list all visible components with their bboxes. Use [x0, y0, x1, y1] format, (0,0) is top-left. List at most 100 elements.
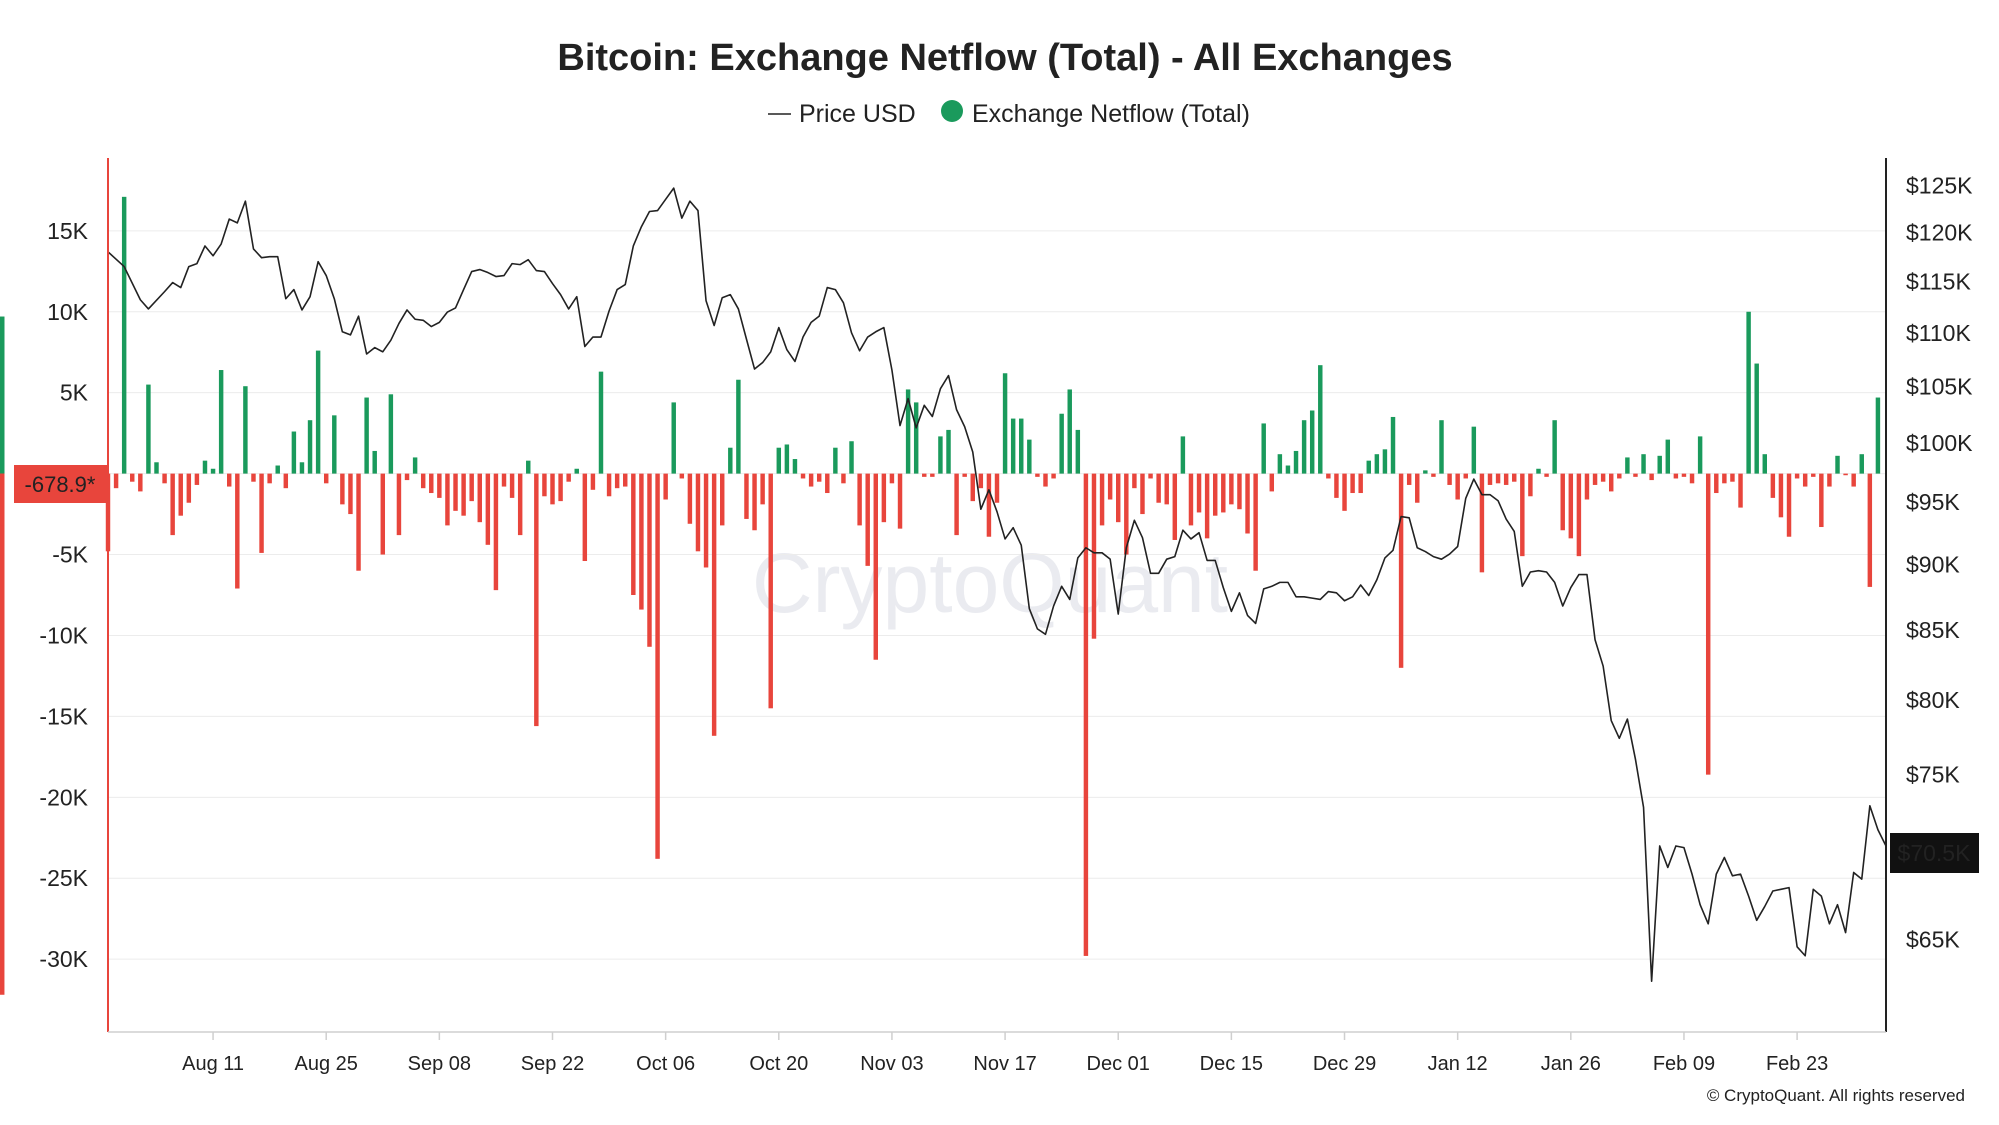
netflow-bar [1237, 473, 1242, 510]
gridlines [108, 230, 1886, 960]
netflow-bar [542, 473, 547, 497]
netflow-bar [526, 460, 531, 474]
netflow-bar [218, 370, 224, 474]
netflow-bar [881, 473, 887, 523]
netflow-bar [1495, 473, 1501, 484]
netflow-bar [841, 473, 846, 484]
netflow-bar [938, 436, 943, 474]
netflow-bar [703, 473, 709, 568]
netflow-bar [1673, 473, 1679, 479]
netflow-bar [1116, 473, 1121, 523]
netflow-bar [1350, 473, 1355, 494]
netflow-bar [1366, 460, 1371, 474]
netflow-bar [1326, 473, 1331, 479]
netflow-bar [1083, 473, 1089, 956]
netflow-bar [1641, 454, 1646, 474]
netflow-bar [1786, 473, 1792, 537]
netflow-bar [380, 473, 386, 555]
netflow-bar [1059, 413, 1064, 474]
netflow-bar [275, 465, 280, 474]
netflow-bar [138, 473, 143, 492]
x-tick-label: Dec 15 [1200, 1053, 1263, 1075]
netflow-bar [1576, 473, 1582, 557]
netflow-bar [121, 196, 127, 474]
legend-label: Price USD [799, 100, 916, 128]
netflow-bar [1617, 473, 1622, 479]
y-right-tick-label: $75K [1906, 762, 1960, 788]
axes [107, 158, 1887, 1033]
netflow-bar [655, 473, 660, 859]
netflow-bar [1681, 473, 1687, 477]
netflow-bar [816, 473, 822, 482]
x-tick-label: Feb 09 [1653, 1053, 1715, 1075]
netflow-bar [1099, 473, 1105, 526]
netflow-bar [412, 457, 418, 474]
netflow-bar [574, 468, 579, 474]
netflow-bar [1164, 473, 1169, 505]
netflow-bar [235, 473, 240, 589]
y-right-tick-label: $105K [1906, 373, 1973, 399]
netflow-bar [162, 473, 167, 484]
netflow-bar [1277, 454, 1283, 474]
netflow-bar [1423, 470, 1428, 474]
x-tick-label: Dec 01 [1087, 1053, 1150, 1075]
netflow-bar [994, 473, 1000, 503]
legend-item-price[interactable]: Price USD [768, 100, 916, 128]
netflow-bar [728, 447, 733, 474]
netflow-bar [1107, 473, 1113, 500]
netflow-bar [687, 473, 693, 524]
netflow-bar [1293, 450, 1299, 474]
netflow-bar [623, 473, 628, 487]
legend-item-netflow[interactable]: Exchange Netflow (Total) [941, 100, 1250, 128]
netflow-bar [1245, 473, 1250, 534]
netflow-bar [1318, 365, 1323, 474]
netflow-bar [1512, 473, 1517, 482]
netflow-bar [1406, 473, 1412, 485]
x-tick-label: Feb 23 [1766, 1053, 1828, 1075]
netflow-bar [800, 473, 806, 479]
netflow-bar [1019, 418, 1024, 474]
x-tick-label: Sep 22 [521, 1053, 584, 1075]
netflow-bar [639, 473, 644, 610]
netflow-bar [1689, 473, 1695, 484]
netflow-bar [509, 473, 515, 498]
netflow-bar [1649, 473, 1654, 481]
netflow-bar [711, 473, 717, 736]
netflow-bar [1051, 473, 1056, 479]
netflow-bar [1802, 473, 1808, 487]
netflow-bar [922, 473, 927, 477]
netflow-bar [364, 397, 369, 474]
netflow-bar [1770, 473, 1776, 498]
netflow-bar [849, 441, 854, 474]
netflow-bar [1382, 449, 1388, 474]
netflow-bar [873, 473, 878, 660]
netflow-bar [825, 473, 830, 494]
netflow-bar [178, 473, 183, 516]
netflow-bar [1196, 473, 1202, 513]
netflow-bar [913, 402, 919, 474]
x-axis-ticks: Aug 11 Aug 25 Sep 08 Sep 22 Oct 06 Oct 20 Nov … [182, 1032, 1828, 1075]
netflow-bar [1447, 473, 1452, 485]
netflow-bar [1503, 473, 1509, 485]
netflow-bar [1043, 473, 1048, 487]
netflow-bar [1132, 473, 1137, 489]
netflow-bar [1536, 468, 1541, 474]
netflow-bar [1212, 473, 1218, 516]
netflow-bar [558, 473, 563, 502]
legend-label: Exchange Netflow (Total) [972, 100, 1250, 128]
netflow-bar [420, 473, 426, 489]
netflow-bar [0, 316, 5, 474]
netflow-bar [291, 431, 297, 474]
chart-legend[interactable]: Price USD Exchange Netflow (Total) [768, 100, 1250, 128]
current-price-label: $70.5K [1898, 840, 1972, 866]
x-tick-label: Nov 17 [973, 1053, 1036, 1075]
netflow-bar [453, 473, 458, 511]
netflow-bar [1285, 465, 1291, 474]
netflow-bar [768, 473, 773, 709]
netflow-bar [695, 473, 701, 552]
netflow-bar [1180, 436, 1186, 474]
netflow-bar [1342, 473, 1347, 511]
y-left-tick-label: 5K [60, 380, 89, 406]
netflow-bar [348, 473, 353, 515]
